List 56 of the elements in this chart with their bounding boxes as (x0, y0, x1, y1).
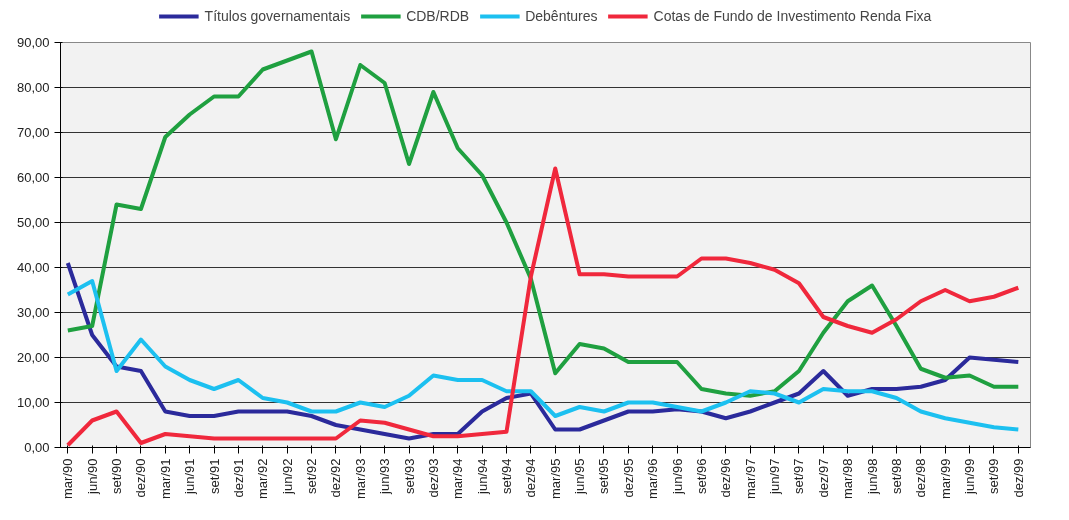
x-tick-label: mar/90 (60, 458, 76, 499)
x-tick-label: mar/92 (255, 458, 271, 499)
y-tick-label: 10,00 (16, 395, 50, 410)
x-tick-label: set/91 (206, 458, 222, 494)
y-tick-label: 80,00 (16, 80, 50, 95)
legend-label: CDB/RDB (406, 8, 470, 24)
x-tick-label: set/95 (596, 458, 612, 494)
y-tick-label: 0,00 (24, 440, 50, 455)
y-tick-label: 60,00 (16, 170, 50, 185)
y-tick-label: 40,00 (16, 260, 50, 275)
x-tick-label: set/97 (791, 458, 807, 494)
x-tick-label: jun/90 (84, 458, 100, 495)
x-tick-label: jun/94 (474, 458, 490, 495)
x-tick-label: mar/96 (645, 458, 661, 499)
x-tick-label: jun/93 (377, 458, 393, 495)
x-tick-label: jun/95 (572, 458, 588, 495)
x-tick-label: mar/97 (742, 458, 758, 499)
y-tick-label: 50,00 (16, 215, 50, 230)
x-tick-label: dez/90 (133, 458, 149, 498)
x-tick-label: dez/97 (815, 458, 831, 498)
x-tick-label: dez/94 (523, 458, 539, 498)
x-tick-label: mar/95 (547, 458, 563, 499)
x-tick-label: set/92 (304, 458, 320, 494)
x-tick-label: set/94 (499, 458, 515, 494)
x-tick-label: dez/92 (328, 458, 344, 498)
y-tick-label: 70,00 (16, 125, 50, 140)
x-tick-label: set/96 (693, 458, 709, 494)
x-tick-label: mar/94 (450, 458, 466, 499)
x-tick-label: jun/97 (767, 458, 783, 495)
x-tick-label: mar/99 (937, 458, 953, 499)
y-tick-label: 30,00 (16, 305, 50, 320)
x-tick-label: set/90 (109, 458, 125, 494)
x-tick-label: jun/92 (279, 458, 295, 495)
x-tick-label: dez/93 (425, 458, 441, 498)
y-tick-label: 90,00 (16, 35, 50, 50)
y-tick-label: 20,00 (16, 350, 50, 365)
x-tick-label: dez/98 (913, 458, 929, 498)
x-tick-label: jun/96 (669, 458, 685, 495)
x-tick-label: mar/91 (157, 458, 173, 499)
legend-label: Debêntures (525, 8, 598, 24)
legend-label: Cotas de Fundo de Investimento Renda Fixa (653, 8, 932, 24)
x-tick-label: set/98 (888, 458, 904, 494)
legend-label: Títulos governamentais (204, 8, 351, 24)
x-tick-label: dez/95 (620, 458, 636, 498)
x-tick-label: set/93 (401, 458, 417, 494)
x-tick-label: jun/99 (962, 458, 978, 495)
x-tick-label: set/99 (986, 458, 1002, 494)
x-tick-label: mar/98 (840, 458, 856, 499)
line-series (65, 166, 1021, 448)
x-tick-label: jun/98 (864, 458, 880, 495)
x-tick-label: dez/99 (1010, 458, 1026, 498)
line-series (65, 49, 1021, 398)
x-tick-label: dez/96 (718, 458, 734, 498)
x-tick-label: jun/91 (182, 458, 198, 495)
x-tick-label: mar/93 (352, 458, 368, 499)
x-tick-label: dez/91 (230, 458, 246, 498)
